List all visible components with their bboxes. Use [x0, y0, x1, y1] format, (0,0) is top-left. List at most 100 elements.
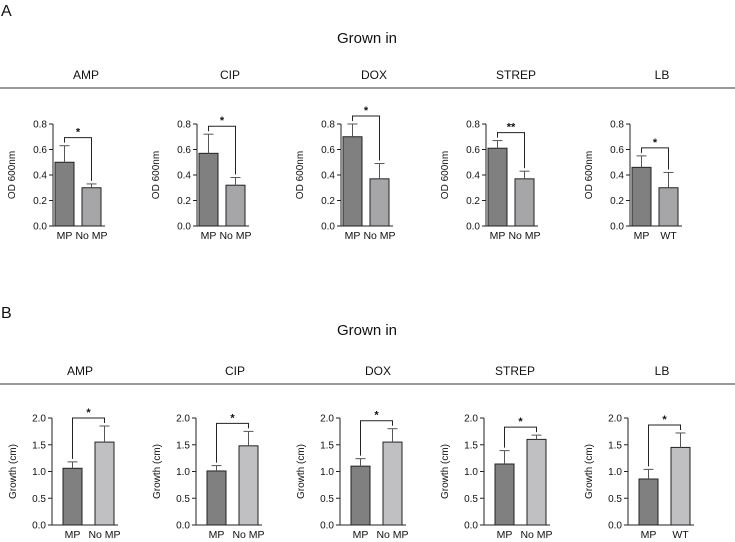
panel-b-letter: B: [1, 305, 12, 322]
y-tick-label: 0.2: [321, 196, 335, 207]
y-tick-label: 0.8: [321, 120, 335, 131]
significance-label: *: [230, 412, 235, 424]
x-category-label: No MP: [376, 529, 408, 541]
y-tick-label: 0.0: [32, 521, 46, 532]
significance-bracket: [352, 115, 380, 161]
y-tick-label: 0.0: [176, 521, 190, 532]
bar-mp: [350, 465, 371, 526]
y-axis-label: OD 600nm: [151, 151, 162, 199]
bar-mp: [342, 136, 363, 227]
x-category-label: MP: [490, 230, 506, 242]
chart-title: DOX: [361, 68, 387, 82]
x-category-label: No MP: [75, 230, 107, 242]
chart-title: AMP: [67, 364, 93, 378]
significance-label: *: [86, 407, 91, 419]
y-tick-label: 1.5: [32, 440, 46, 451]
bar-mp: [631, 166, 652, 227]
significance-label: *: [220, 115, 225, 127]
bar-mp: [62, 467, 83, 526]
y-tick-label: 0.4: [177, 171, 191, 182]
panel-a-heading: Grown in: [337, 30, 397, 47]
y-tick-label: 1.0: [176, 467, 190, 478]
y-tick-label: 0.2: [177, 196, 191, 207]
bar-no-mp: [514, 178, 535, 227]
y-axis-label: Growth (cm): [440, 444, 451, 499]
chart-lb: LB 0.0 0.5 1.0 1.5 2.0 Growth (cm) MP WT *: [584, 364, 694, 541]
y-tick-label: 0.5: [320, 494, 334, 505]
chart-dox: DOX 0.0 0.5 1.0 1.5 2.0 Growth (cm) MP No MP *: [296, 364, 409, 541]
y-axis-label: OD 600nm: [440, 151, 451, 199]
chart-amp: AMP 0.0 0.2 0.4 0.6 0.8 OD 600nm MP No MP *: [7, 68, 108, 242]
significance-bracket: [64, 137, 92, 181]
y-tick-label: 1.0: [464, 467, 478, 478]
significance-label: *: [653, 137, 658, 149]
y-tick-label: 0.4: [33, 171, 47, 182]
y-tick-label: 1.0: [32, 467, 46, 478]
y-tick-label: 1.0: [320, 467, 334, 478]
x-category-label: No MP: [88, 529, 120, 541]
bar-no-mp: [81, 187, 102, 227]
y-tick-label: 0.5: [176, 494, 190, 505]
chart-title: LB: [655, 68, 670, 82]
y-tick-label: 0.2: [610, 196, 624, 207]
x-category-label: No MP: [363, 230, 395, 242]
chart-title: CIP: [225, 364, 245, 378]
x-category-label: WT: [672, 529, 689, 541]
y-tick-label: 0.0: [321, 222, 335, 233]
panel-b-heading: Grown in: [337, 322, 397, 339]
bar-mp: [494, 463, 515, 526]
y-axis-label: OD 600nm: [295, 151, 306, 199]
x-category-label: MP: [209, 529, 225, 541]
chart-strep: STREP 0.0 0.5 1.0 1.5 2.0 Growth (cm) MP No MP *: [440, 364, 553, 541]
y-tick-label: 2.0: [32, 414, 46, 425]
chart-title: STREP: [496, 68, 536, 82]
chart-strep: STREP 0.0 0.2 0.4 0.6 0.8 OD 600nm MP No MP **: [440, 68, 541, 242]
y-tick-label: 0.6: [466, 145, 480, 156]
chart-title: CIP: [220, 68, 240, 82]
x-category-label: No MP: [520, 529, 552, 541]
y-axis-label: Growth (cm): [152, 444, 163, 499]
bar-no-mp: [238, 445, 259, 526]
significance-bracket: [641, 147, 669, 170]
significance-bracket: [360, 420, 393, 456]
y-tick-label: 0.0: [464, 521, 478, 532]
bar-mp: [198, 152, 219, 227]
y-tick-label: 0.0: [320, 521, 334, 532]
significance-bracket: [497, 132, 525, 169]
chart-cip: CIP 0.0 0.2 0.4 0.6 0.8 OD 600nm MP No MP *: [151, 68, 252, 242]
x-category-label: MP: [201, 230, 217, 242]
y-axis-label: Growth (cm): [296, 444, 307, 499]
y-tick-label: 0.0: [610, 222, 624, 233]
y-tick-label: 0.6: [177, 145, 191, 156]
bar-no-mp: [94, 441, 115, 526]
y-tick-label: 2.0: [320, 414, 334, 425]
significance-label: *: [374, 410, 379, 422]
significance-bracket: [648, 424, 681, 467]
chart-dox: DOX 0.0 0.2 0.4 0.6 0.8 OD 600nm MP No MP *: [295, 68, 396, 242]
bar-wt: [670, 446, 691, 526]
chart-lb: LB 0.0 0.2 0.4 0.6 0.8 OD 600nm MP WT *: [584, 68, 682, 242]
x-category-label: MP: [57, 230, 73, 242]
bar-no-mp: [526, 438, 547, 526]
y-tick-label: 1.5: [176, 440, 190, 451]
y-tick-label: 0.6: [321, 145, 335, 156]
significance-bracket: [208, 125, 236, 175]
significance-label: **: [507, 122, 516, 134]
chart-title: LB: [655, 364, 670, 378]
x-category-label: MP: [65, 529, 81, 541]
significance-bracket: [72, 417, 105, 459]
y-axis-label: Growth (cm): [8, 444, 19, 499]
x-category-label: No MP: [508, 230, 540, 242]
y-tick-label: 0.4: [321, 171, 335, 182]
x-category-label: MP: [353, 529, 369, 541]
y-tick-label: 0.4: [610, 171, 624, 182]
bar-no-mp: [225, 184, 246, 227]
significance-bracket: [504, 426, 537, 448]
x-category-label: MP: [634, 230, 650, 242]
y-tick-label: 0.8: [177, 120, 191, 131]
significance-label: *: [76, 127, 81, 139]
y-tick-label: 0.6: [610, 145, 624, 156]
y-tick-label: 0.2: [33, 196, 47, 207]
y-tick-label: 0.6: [33, 145, 47, 156]
